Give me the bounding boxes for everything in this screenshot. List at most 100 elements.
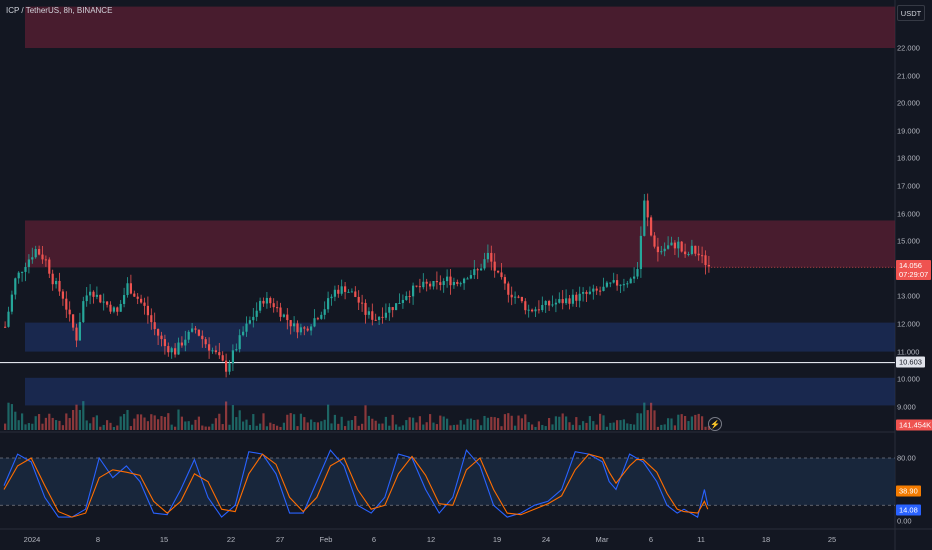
volume-bar xyxy=(524,414,527,430)
volume-bar xyxy=(208,426,211,430)
candle-body xyxy=(684,251,687,255)
candle-body xyxy=(537,309,540,311)
volume-bar xyxy=(337,423,340,430)
volume-bar xyxy=(225,401,228,430)
volume-bar xyxy=(704,426,707,430)
volume-bar xyxy=(313,422,316,430)
candle-body xyxy=(153,322,156,330)
candle-body xyxy=(7,311,10,327)
candle-body xyxy=(323,309,326,315)
candle-body xyxy=(34,249,37,258)
candle-body xyxy=(476,269,479,271)
candle-body xyxy=(344,286,347,292)
volume-bar xyxy=(619,420,622,430)
volume-bar xyxy=(626,423,629,430)
price-tick: 9.000 xyxy=(897,402,916,412)
candle-body xyxy=(694,245,697,254)
candle-body xyxy=(480,268,483,271)
volume-bar xyxy=(673,425,676,430)
volume-bar xyxy=(435,424,438,430)
volume-bar xyxy=(347,420,350,430)
candle-body xyxy=(238,335,241,350)
volume-bar xyxy=(388,425,391,430)
volume-bar xyxy=(310,419,313,430)
volume-bar xyxy=(639,413,642,430)
candle-body xyxy=(626,283,629,285)
volume-bar xyxy=(405,420,408,430)
volume-bar xyxy=(500,426,503,430)
stoch-k-tag: 38.90 xyxy=(896,485,921,497)
candle-body xyxy=(27,259,30,267)
volume-bar xyxy=(48,413,51,430)
candle-body xyxy=(656,246,659,253)
volume-bar xyxy=(65,413,68,430)
volume-bar xyxy=(174,426,177,430)
candle-body xyxy=(677,241,680,249)
volume-bar xyxy=(221,424,224,430)
volume-bar xyxy=(531,424,534,430)
candle-body xyxy=(10,294,13,312)
volume-bar xyxy=(95,415,98,430)
volume-bar xyxy=(541,424,544,430)
candle-body xyxy=(296,323,299,333)
volume-bar xyxy=(558,416,561,430)
candle-body xyxy=(160,335,163,340)
volume-bar xyxy=(660,424,663,430)
candle-body xyxy=(231,350,234,364)
volume-bar xyxy=(456,424,459,430)
volume-bar xyxy=(684,415,687,430)
candle-body xyxy=(61,291,64,299)
volume-bar xyxy=(316,422,319,430)
candle-body xyxy=(673,242,676,249)
candle-body xyxy=(422,281,425,288)
volume-bar xyxy=(663,424,666,430)
support-zone xyxy=(25,322,895,352)
candle-body xyxy=(595,288,598,291)
candle-body xyxy=(95,294,98,297)
stoch-d-tag: 14.08 xyxy=(896,504,921,516)
symbol-title[interactable]: ICP / TetherUS, 8h, BINANCE xyxy=(6,6,113,15)
candle-body xyxy=(157,329,160,336)
candle-body xyxy=(456,281,459,284)
candle-body xyxy=(439,282,442,286)
volume-bar xyxy=(262,413,265,430)
currency-button[interactable]: USDT xyxy=(897,5,925,21)
candle-body xyxy=(415,285,418,287)
volume-bar xyxy=(592,421,595,430)
candle-body xyxy=(208,344,211,351)
support-zone xyxy=(25,377,895,406)
time-tick: 8 xyxy=(95,535,101,544)
candle-body xyxy=(364,302,367,315)
time-tick: 25 xyxy=(827,535,837,544)
candle-body xyxy=(667,245,670,249)
candle-body xyxy=(248,320,251,324)
volume-bar xyxy=(163,416,166,430)
volume-bar xyxy=(167,413,170,430)
volume-bar xyxy=(646,410,649,430)
volume-bar xyxy=(701,416,704,430)
volume-bar xyxy=(289,413,292,430)
candle-body xyxy=(116,307,119,312)
candle-body xyxy=(432,281,435,287)
candle-body xyxy=(541,304,544,311)
candle-body xyxy=(17,272,20,279)
volume-bar xyxy=(687,421,690,430)
volume-bar xyxy=(490,416,493,430)
volume-bar xyxy=(374,420,377,430)
volume-bar xyxy=(418,416,421,430)
candle-body xyxy=(384,312,387,318)
lightning-icon[interactable]: ⚡ xyxy=(708,417,722,431)
candle-body xyxy=(211,350,214,352)
volume-bar xyxy=(119,416,122,430)
volume-bar xyxy=(102,424,105,430)
volume-bar xyxy=(153,415,156,430)
candle-body xyxy=(435,281,438,283)
candle-body xyxy=(616,280,619,286)
volume-bar xyxy=(126,409,129,430)
volume-bar xyxy=(85,420,88,430)
candle-body xyxy=(452,281,455,286)
candle-body xyxy=(704,255,707,265)
volume-bar xyxy=(143,417,146,430)
volume-bar xyxy=(24,424,27,430)
